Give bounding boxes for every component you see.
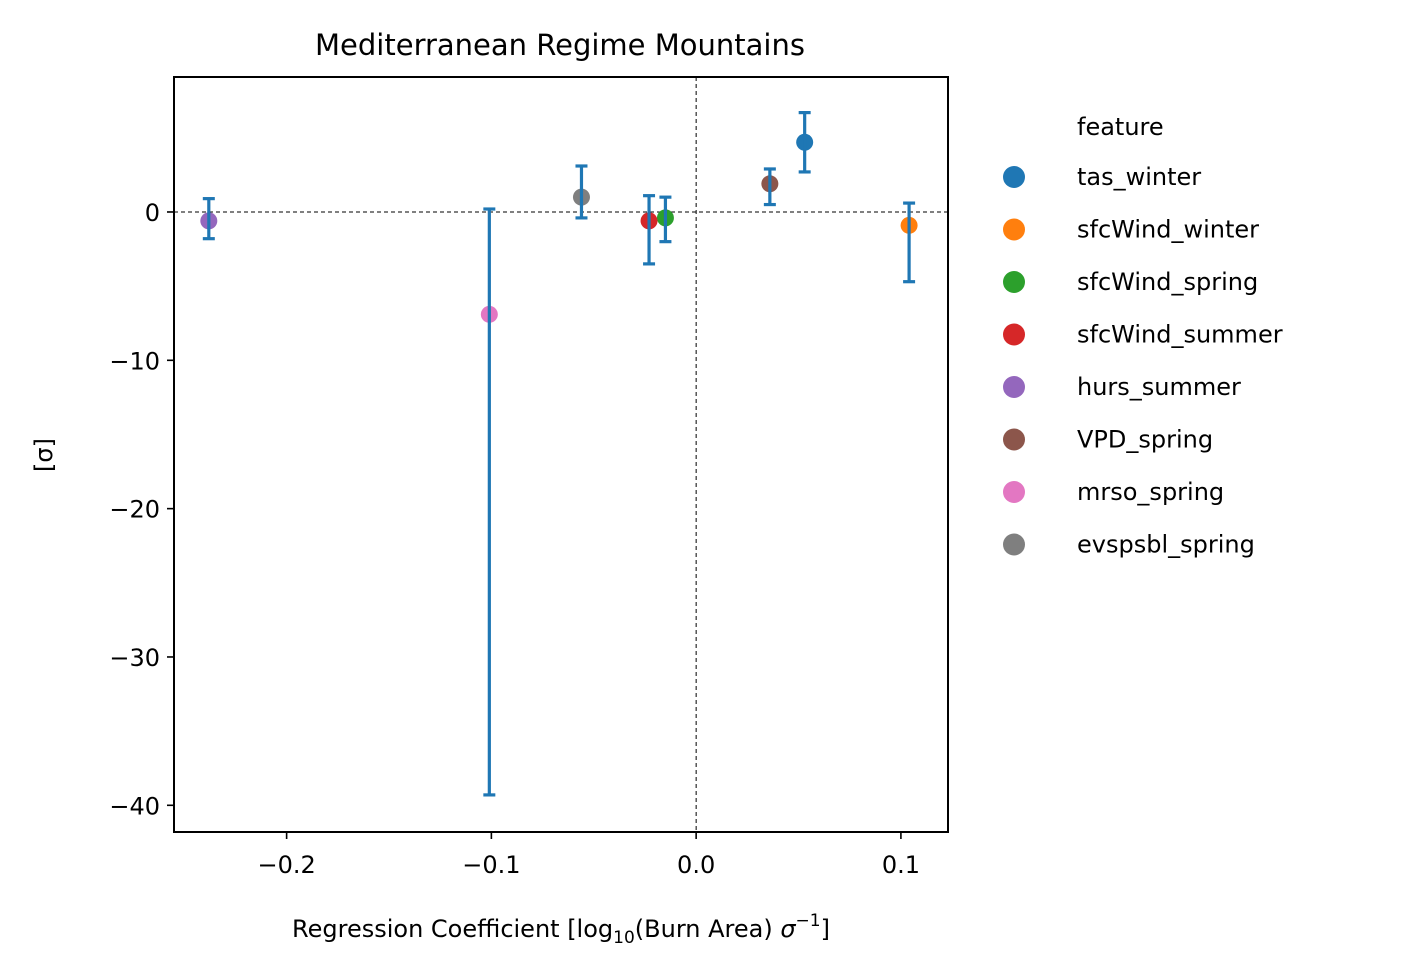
legend-marker-sfcWind_winter [1003,218,1025,241]
legend-marker-mrso_spring [1003,481,1025,503]
legend-label-sfcWind_spring: sfcWind_spring [1077,268,1258,296]
legend-label-tas_winter: tas_winter [1077,163,1201,191]
errorbar-sfcWind_spring [659,195,672,244]
y-tick-label: −10 [109,347,160,375]
legend: feature tas_winter sfcWind_winter sfcWind_… [1003,113,1283,559]
plot-area [173,76,949,833]
y-axis-label: [σ] [30,438,58,472]
chart-title: Mediterranean Regime Mountains [315,28,805,62]
legend-marker-evspsbl_spring [1003,533,1025,556]
legend-marker-sfcWind_summer [1003,323,1025,346]
legend-label-VPD_spring: VPD_spring [1077,426,1213,454]
legend-marker-VPD_spring [1003,428,1025,451]
axis-ticks: −0.2 −0.1 0.0 0.1 0 −10 −20 −30 −40 [109,199,920,879]
x-tick-label: −0.2 [257,851,315,879]
x-tick-label: −0.1 [462,851,520,879]
legend-label-hurs_summer: hurs_summer [1077,373,1241,401]
legend-label-evspsbl_spring: evspsbl_spring [1077,531,1255,559]
x-tick-label: 0.0 [677,851,715,879]
errorbar-tas_winter [798,110,811,174]
legend-title: feature [1077,113,1164,141]
errorbar-hurs_summer [202,197,215,241]
errorbar-sfcWind_winter [903,201,916,284]
axes-frame [173,76,949,833]
y-tick-label: −30 [109,644,160,672]
legend-marker-tas_winter [1003,166,1025,188]
legend-label-sfcWind_winter: sfcWind_winter [1077,216,1259,244]
legend-label-sfcWind_summer: sfcWind_summer [1077,321,1283,349]
x-axis-label: Regression Coefficient [log10(Burn Area)… [292,911,830,948]
y-tick-label: 0 [145,199,160,227]
y-tick-label: −20 [109,496,160,524]
legend-marker-hurs_summer [1003,376,1025,398]
legend-marker-sfcWind_spring [1003,271,1025,293]
errorbar-mrso_spring [483,207,496,797]
y-tick-label: −40 [109,792,160,820]
x-tick-label: 0.1 [882,851,920,879]
errorbar-sfcWind_summer [643,194,656,266]
errorbar-evspsbl_spring [575,164,588,220]
legend-label-mrso_spring: mrso_spring [1077,478,1224,506]
errorbar-VPD_spring [763,167,776,207]
